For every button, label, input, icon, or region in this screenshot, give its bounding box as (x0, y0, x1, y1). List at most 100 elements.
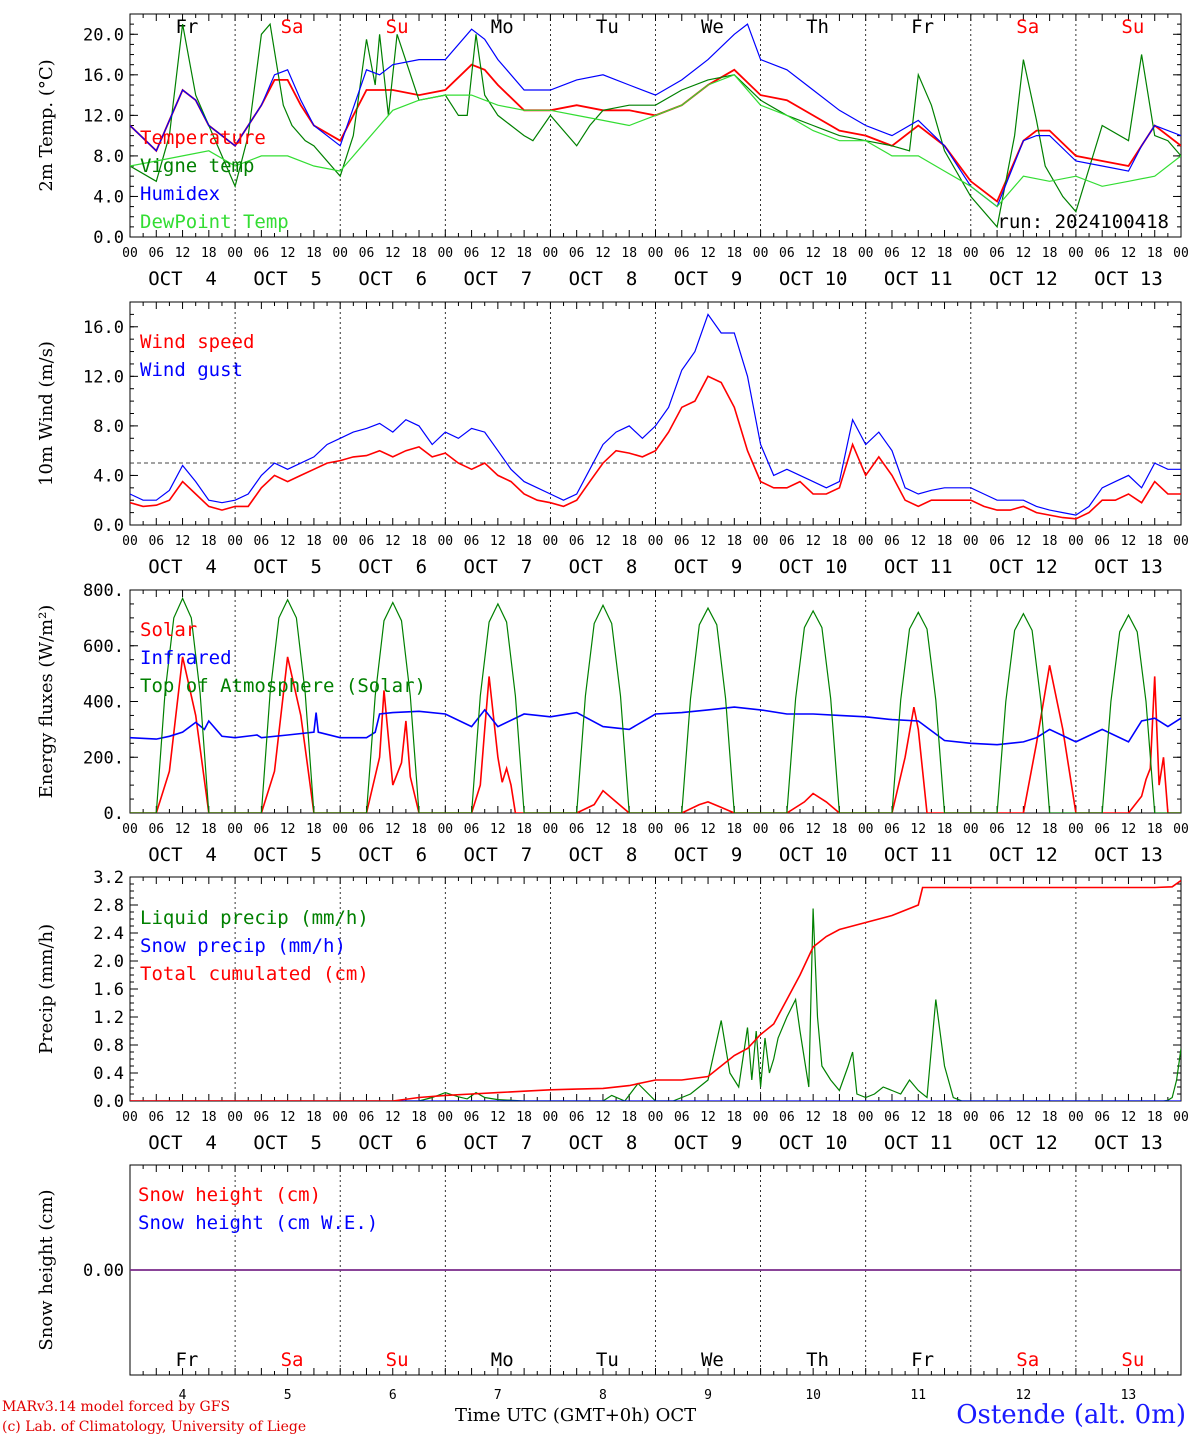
y-tick-label: 12.0 (83, 106, 124, 126)
day-number-label: 8 (599, 1388, 607, 1403)
hour-tick-label: 12 (175, 246, 191, 261)
hour-tick-label: 12 (385, 246, 401, 261)
hour-tick-label: 06 (569, 822, 585, 837)
hour-tick-label: 12 (175, 1110, 191, 1125)
hour-tick-label: 00 (648, 1110, 664, 1125)
date-label: OCT 8 (569, 268, 638, 290)
series-line-dewpoint-temp (130, 74, 1181, 208)
time-axis-title: Time UTC (GMT+0h) (455, 1405, 650, 1426)
date-label: OCT 12 (989, 1132, 1058, 1154)
hour-tick-label: 06 (1094, 822, 1110, 837)
series-line-top-of-atmosphere-solar- (130, 596, 1181, 813)
hour-tick-label: 18 (1042, 822, 1058, 837)
y-tick-label: 2.0 (93, 952, 124, 972)
hour-tick-label: 06 (779, 246, 795, 261)
hour-tick-label: 06 (884, 534, 900, 549)
series-line-wind-speed (130, 375, 1181, 520)
date-label: OCT 11 (884, 1132, 953, 1154)
panel-wind: 0.0 4.0 8.0 12.0 16.0 10m Wind (m/s) 00 06 12 18 O… (36, 301, 1189, 578)
y-tick-label: 600. (83, 637, 124, 657)
hour-tick-label: 00 (543, 246, 559, 261)
y-tick-label: 8.0 (93, 147, 124, 167)
hour-tick-label: 06 (884, 246, 900, 261)
hour-tick-label: 00 (437, 246, 453, 261)
date-label: OCT 6 (358, 556, 427, 578)
date-label: OCT 7 (464, 556, 533, 578)
hour-tick-label: 00 (122, 1110, 138, 1125)
hour-tick-label: 00 (1068, 246, 1084, 261)
hour-tick-label: 06 (359, 1110, 375, 1125)
hour-tick-label: 00 (858, 1110, 874, 1125)
hour-tick-label: 06 (254, 534, 270, 549)
day-number-label: 5 (284, 1388, 292, 1403)
date-label: OCT 13 (1094, 556, 1163, 578)
date-label: OCT 12 (989, 844, 1058, 866)
series-line-solar (130, 656, 1181, 813)
hour-tick-label: 12 (1121, 1110, 1137, 1125)
hour-tick-label: 00 (1173, 822, 1189, 837)
hour-tick-label: 00 (332, 534, 348, 549)
hour-tick-label: 06 (254, 246, 270, 261)
hour-tick-label: 18 (306, 1110, 322, 1125)
weekday-label: Tu (596, 1349, 619, 1371)
day-number-label: 12 (1016, 1388, 1032, 1403)
hour-tick-label: 18 (306, 534, 322, 549)
hour-tick-label: 06 (779, 534, 795, 549)
hour-tick-label: 18 (516, 822, 532, 837)
hour-tick-label: 18 (411, 534, 427, 549)
hour-tick-label: 18 (937, 1110, 953, 1125)
date-label: OCT 5 (253, 844, 322, 866)
y-tick-label: 200. (83, 748, 124, 768)
hour-tick-label: 00 (437, 822, 453, 837)
hour-tick-label: 06 (359, 246, 375, 261)
hour-tick-label: 12 (805, 822, 821, 837)
hour-tick-label: 12 (1016, 1110, 1032, 1125)
weekday-label: Sa (281, 1349, 304, 1371)
time-axis-month: OCT (655, 1405, 697, 1426)
panel-temp: 0.0 4.0 8.0 12.0 16.0 20.0 2m Temp. (°C) 00 06 12… (36, 13, 1189, 290)
legend-entry: Snow height (cm W.E.) (138, 1212, 378, 1234)
station-name: Ostende (alt. 0m) (956, 1400, 1186, 1430)
weekday-label: Su (386, 16, 409, 38)
hour-tick-label: 00 (543, 534, 559, 549)
date-label: OCT 10 (779, 844, 848, 866)
hour-tick-label: 06 (148, 246, 164, 261)
series-line-vigne-temp (130, 22, 1181, 229)
y-tick-label: 0.0 (93, 516, 124, 536)
hour-tick-label: 18 (411, 246, 427, 261)
hour-tick-label: 06 (464, 822, 480, 837)
hour-tick-label: 00 (963, 822, 979, 837)
weekday-label: Su (386, 1349, 409, 1371)
date-label: OCT 7 (464, 844, 533, 866)
date-label: OCT 12 (989, 556, 1058, 578)
y-tick-label: 3.2 (93, 868, 124, 888)
weekday-label: Fr (175, 1349, 198, 1371)
y-tick-label: 1.6 (93, 980, 124, 1000)
y-tick-label: 0.00 (83, 1261, 124, 1281)
y-tick-label: 4.0 (93, 466, 124, 486)
hour-tick-label: 18 (201, 246, 217, 261)
hour-tick-label: 00 (332, 1110, 348, 1125)
hour-tick-label: 00 (227, 822, 243, 837)
time-axis-label: Time UTC (GMT+0h) OCT (455, 1405, 696, 1426)
hour-tick-label: 12 (700, 1110, 716, 1125)
hour-tick-label: 00 (1173, 1110, 1189, 1125)
y-axis-label: Energy fluxes (W/m²) (36, 605, 57, 799)
date-label: OCT 4 (148, 556, 217, 578)
hour-tick-label: 00 (753, 246, 769, 261)
hour-tick-label: 06 (1094, 246, 1110, 261)
hour-tick-label: 18 (832, 246, 848, 261)
date-label: OCT 4 (148, 1132, 217, 1154)
y-tick-label: 12.0 (83, 367, 124, 387)
hour-tick-label: 18 (516, 1110, 532, 1125)
hour-tick-label: 00 (122, 534, 138, 549)
hour-tick-label: 00 (1173, 246, 1189, 261)
day-number-label: 7 (494, 1388, 502, 1403)
hour-tick-label: 18 (726, 1110, 742, 1125)
hour-tick-label: 00 (227, 534, 243, 549)
date-label: OCT 5 (253, 268, 322, 290)
date-label: OCT 4 (148, 844, 217, 866)
day-number-label: 6 (389, 1388, 397, 1403)
hour-tick-label: 12 (175, 822, 191, 837)
hour-tick-label: 06 (989, 246, 1005, 261)
